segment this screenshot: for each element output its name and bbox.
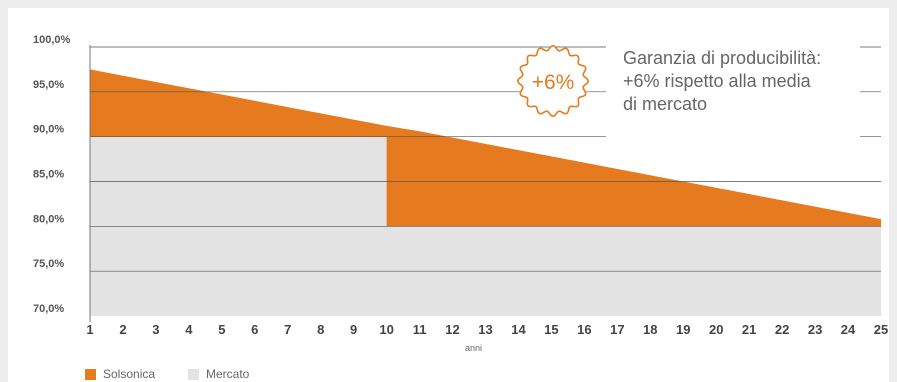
x-tick-label: 22 xyxy=(775,322,789,337)
annotation-line-1: Garanzia di producibilità: xyxy=(623,48,821,68)
legend-swatch-solsonica xyxy=(85,368,96,380)
y-tick-label: 70,0% xyxy=(33,303,64,315)
x-tick-label: 5 xyxy=(218,322,225,337)
x-tick-label: 20 xyxy=(709,322,723,337)
legend-label-mercato: Mercato xyxy=(206,367,250,381)
x-tick-label: 24 xyxy=(841,322,856,337)
annotation-line-2: +6% rispetto alla media xyxy=(623,71,812,91)
x-tick-label: 2 xyxy=(119,322,126,337)
legend-item-solsonica: Solsonica xyxy=(85,367,155,381)
guarantee-badge: +6% xyxy=(516,44,590,118)
x-tick-label: 11 xyxy=(413,322,427,337)
x-tick-label: 16 xyxy=(577,322,591,337)
y-tick-label: 100,0% xyxy=(33,34,71,46)
x-tick-label: 9 xyxy=(350,322,357,337)
y-tick-label: 95,0% xyxy=(33,79,64,91)
legend-item-mercato: Mercato xyxy=(188,367,249,381)
badge-scalloped-circle-icon xyxy=(516,44,590,118)
y-tick-label: 80,0% xyxy=(33,213,64,225)
x-tick-label: 6 xyxy=(251,322,258,337)
x-tick-label: 12 xyxy=(445,322,459,337)
x-tick-label: 23 xyxy=(808,322,822,337)
legend-swatch-mercato xyxy=(188,368,199,380)
x-tick-label: 18 xyxy=(643,322,657,337)
x-tick-label: 3 xyxy=(152,322,159,337)
y-tick-label: 85,0% xyxy=(33,169,64,181)
y-tick-label: 75,0% xyxy=(33,258,64,270)
x-tick-label: 14 xyxy=(511,322,526,337)
badge-label: +6% xyxy=(532,71,575,94)
x-tick-label: 17 xyxy=(610,322,624,337)
x-tick-label: 8 xyxy=(317,322,324,337)
x-tick-label: 1 xyxy=(86,322,93,337)
x-tick-label: 19 xyxy=(676,322,690,337)
y-tick-label: 90,0% xyxy=(33,124,64,136)
x-tick-label: 4 xyxy=(185,322,193,337)
annotation-panel xyxy=(606,42,860,138)
x-tick-label: 25 xyxy=(874,322,888,337)
x-tick-label: 15 xyxy=(544,322,558,337)
x-tick-label: 10 xyxy=(379,322,393,337)
annotation-line-3: di mercato xyxy=(623,94,707,114)
x-tick-label: 13 xyxy=(478,322,492,337)
x-tick-label: 7 xyxy=(284,322,291,337)
legend-label-solsonica: Solsonica xyxy=(103,367,156,381)
x-tick-label: 21 xyxy=(742,322,756,337)
x-axis-label: anni xyxy=(465,343,482,353)
